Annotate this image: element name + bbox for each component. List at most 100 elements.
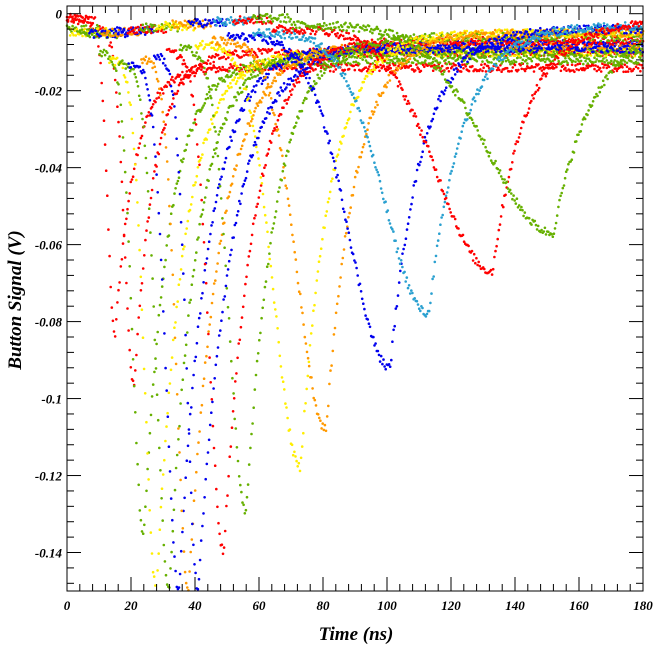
data-point [624,70,628,73]
data-point [91,30,95,33]
series [88,28,644,591]
data-point [633,35,636,39]
data-point [267,57,270,60]
data-point [594,64,597,67]
data-point [277,52,280,56]
data-point [168,25,172,29]
data-point [610,59,613,63]
data-point [608,61,612,65]
data-point [238,338,242,342]
data-point [225,287,229,290]
data-point [238,199,241,203]
data-point [302,58,306,61]
data-point [204,72,207,76]
data-point [183,298,186,302]
data-point [462,67,465,70]
data-point [626,70,630,73]
data-point [180,243,184,246]
data-point [453,46,456,50]
data-point [543,66,547,70]
data-point [230,139,233,142]
data-point [547,41,551,45]
data-point [351,54,354,58]
data-point [271,132,274,135]
data-point [350,42,354,46]
data-point [228,190,232,194]
data-point [88,15,91,19]
data-point [152,305,155,308]
data-point [299,70,303,73]
data-point [233,68,237,72]
data-point [244,282,247,286]
data-point [257,68,261,72]
data-point [212,446,216,450]
data-point [562,47,565,50]
data-point [288,56,292,60]
data-point [175,453,179,457]
data-point [143,58,147,62]
data-point [538,45,541,48]
data-point [92,36,96,39]
data-point [147,94,151,97]
data-point [538,54,542,57]
data-point [135,353,138,357]
data-point [123,76,127,79]
data-point [215,194,219,197]
data-point [219,239,223,243]
data-point [636,39,640,42]
data-point [173,488,177,492]
data-point [375,43,379,47]
data-point [201,222,205,226]
data-point [144,55,148,58]
data-point [178,192,182,196]
data-point [574,54,578,57]
data-point [252,85,256,88]
data-point [200,198,203,202]
data-point [112,34,115,38]
data-point [189,203,193,206]
data-point [266,51,269,54]
data-point [489,55,492,58]
data-point [279,61,282,64]
data-point [135,178,138,182]
data-point [172,508,176,512]
data-point [69,15,72,18]
data-point [206,345,209,349]
data-point [155,342,158,346]
data-point [206,451,210,454]
data-point [286,60,290,64]
data-point [414,58,417,62]
data-point [221,217,224,220]
data-point [244,176,248,180]
data-point [178,48,182,51]
data-point [218,184,222,188]
data-point [193,563,196,566]
data-point [160,88,164,91]
data-point [117,63,121,66]
data-point [121,33,124,37]
data-point [171,338,175,342]
data-point [503,40,507,43]
data-point [328,57,332,61]
data-point [130,178,134,181]
data-point [571,59,575,63]
data-point [158,303,162,307]
data-point [235,213,239,217]
data-point [240,90,244,94]
data-point [213,377,216,380]
data-point [230,426,234,430]
data-point [93,16,97,19]
data-point [150,254,153,257]
data-point [553,52,556,56]
data-point [122,233,126,237]
data-point [632,67,635,71]
data-point [163,265,166,269]
data-point [244,508,248,512]
data-point [224,211,227,214]
data-point [228,49,231,52]
data-point [215,147,218,150]
data-point [99,27,102,31]
data-point [578,53,581,57]
data-point [249,446,252,450]
data-point [150,60,153,63]
